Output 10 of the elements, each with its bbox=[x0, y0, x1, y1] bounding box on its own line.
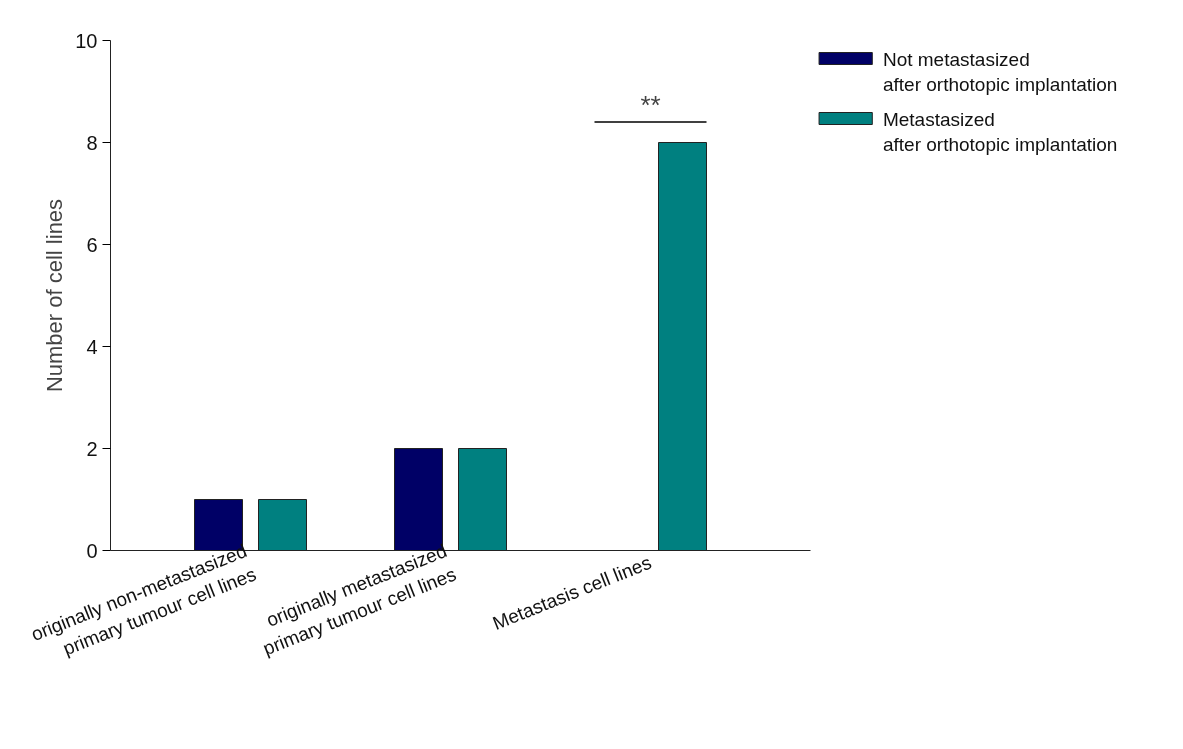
legend-label: Not metastasized after orthotopic implantation bbox=[882, 48, 1118, 95]
y-axis-title: Number of cell lines bbox=[42, 198, 68, 393]
y-tick-label: 2 bbox=[86, 437, 98, 460]
y-tick-label: 4 bbox=[86, 335, 98, 358]
y-tick-label: 8 bbox=[86, 131, 98, 154]
y-tick-label: 0 bbox=[86, 539, 98, 562]
y-tick-label: 6 bbox=[86, 233, 98, 256]
legend-label: Metastasized after orthotopic implantation bbox=[882, 108, 1118, 155]
annotation: ** bbox=[640, 90, 661, 121]
y-tick-label: 10 bbox=[75, 29, 98, 52]
